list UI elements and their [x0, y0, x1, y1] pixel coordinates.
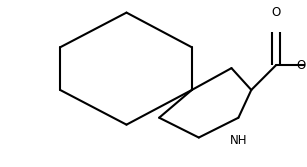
Text: O: O [296, 59, 305, 72]
Text: O: O [271, 6, 281, 19]
Text: NH: NH [230, 134, 247, 147]
